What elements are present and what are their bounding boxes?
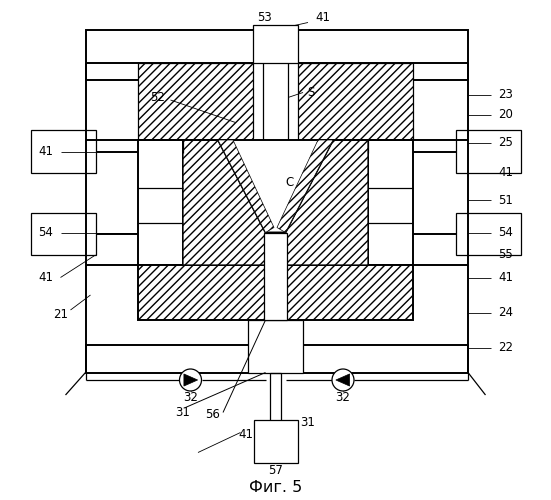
- Text: 56: 56: [206, 408, 220, 420]
- Text: 22: 22: [498, 341, 513, 354]
- Bar: [85, 30, 468, 62]
- Text: 32: 32: [336, 391, 350, 404]
- Bar: [248, 320, 303, 372]
- Bar: [30, 130, 95, 172]
- Bar: [85, 345, 468, 372]
- Bar: [263, 62, 288, 140]
- Text: 54: 54: [38, 226, 53, 239]
- Text: 41: 41: [38, 271, 53, 284]
- Bar: [368, 140, 413, 265]
- Text: 53: 53: [257, 11, 272, 24]
- Text: 41: 41: [38, 145, 53, 158]
- Text: Фиг. 5: Фиг. 5: [249, 480, 302, 495]
- Text: 23: 23: [498, 88, 513, 102]
- Polygon shape: [336, 374, 349, 386]
- Text: S: S: [307, 86, 314, 99]
- Bar: [30, 212, 95, 255]
- Text: 54: 54: [498, 226, 513, 239]
- Bar: [264, 232, 287, 320]
- Bar: [456, 212, 521, 255]
- Polygon shape: [183, 140, 266, 265]
- Text: 52: 52: [150, 91, 165, 104]
- Bar: [138, 140, 183, 265]
- Text: 32: 32: [183, 391, 198, 404]
- Polygon shape: [138, 62, 413, 140]
- Circle shape: [332, 369, 354, 391]
- Polygon shape: [277, 140, 333, 232]
- Polygon shape: [285, 140, 368, 265]
- Text: 51: 51: [498, 194, 513, 206]
- Polygon shape: [184, 374, 198, 386]
- Polygon shape: [218, 140, 274, 232]
- Text: 41: 41: [238, 428, 253, 442]
- Polygon shape: [138, 265, 413, 320]
- Bar: [253, 25, 298, 62]
- Text: 20: 20: [498, 108, 513, 122]
- Bar: [253, 420, 298, 463]
- Text: 25: 25: [498, 136, 513, 149]
- Text: 21: 21: [53, 308, 68, 322]
- Circle shape: [180, 369, 202, 391]
- Text: 55: 55: [498, 248, 513, 262]
- Bar: [456, 130, 521, 172]
- Text: 24: 24: [498, 306, 513, 319]
- Text: 31: 31: [176, 406, 191, 419]
- Polygon shape: [218, 140, 333, 232]
- Polygon shape: [253, 122, 298, 140]
- Bar: [253, 62, 298, 140]
- Text: 41: 41: [498, 271, 513, 284]
- Text: 41: 41: [316, 11, 331, 24]
- Text: 41: 41: [498, 166, 513, 179]
- Text: C: C: [285, 176, 294, 189]
- Text: 57: 57: [268, 464, 283, 476]
- Text: 31: 31: [300, 416, 315, 429]
